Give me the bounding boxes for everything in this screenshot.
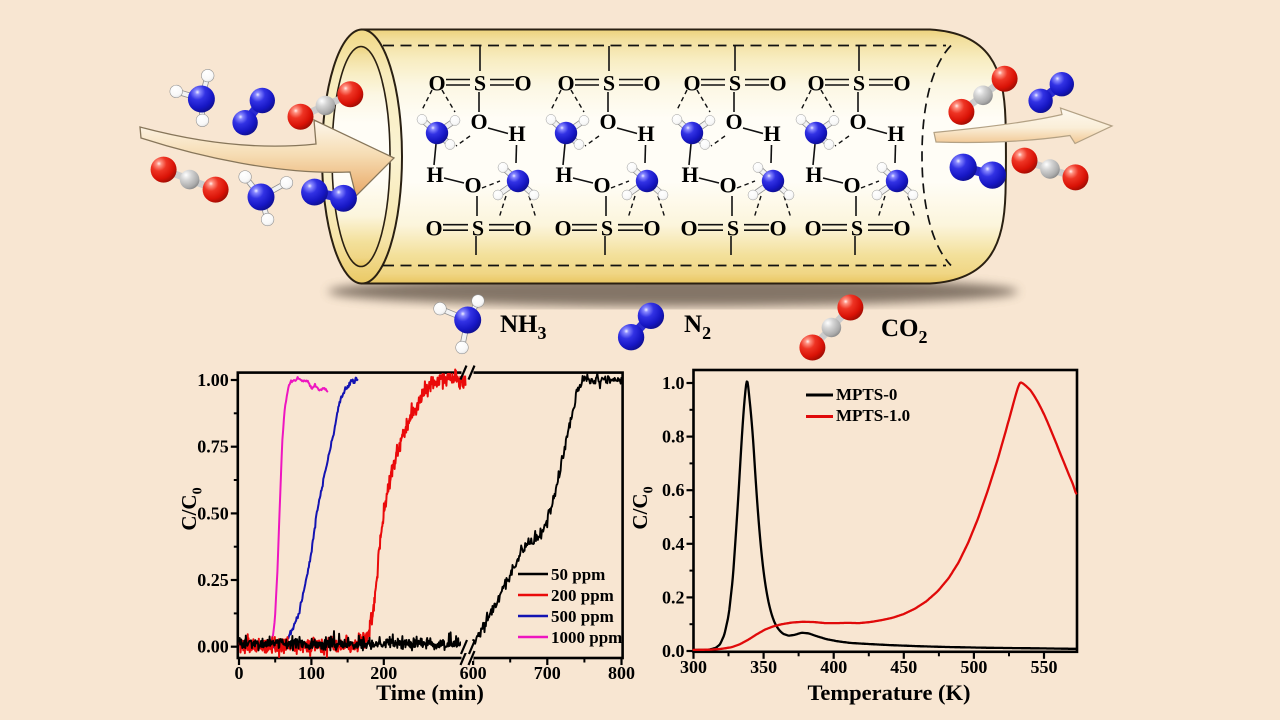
svg-text:H: H — [887, 121, 904, 146]
svg-text:O: O — [428, 71, 445, 96]
svg-text:O: O — [893, 71, 910, 96]
svg-text:O: O — [769, 216, 786, 241]
svg-text:O: O — [725, 109, 742, 134]
svg-text:O: O — [849, 109, 866, 134]
svg-text:O: O — [514, 71, 531, 96]
svg-text:C/C0: C/C0 — [628, 486, 657, 529]
svg-text:S: S — [474, 71, 486, 96]
svg-text:O: O — [807, 71, 824, 96]
svg-text:S: S — [853, 71, 865, 96]
svg-text:H: H — [637, 121, 654, 146]
svg-text:500: 500 — [960, 657, 987, 677]
svg-text:H: H — [508, 121, 525, 146]
svg-text:0.0: 0.0 — [662, 641, 685, 661]
svg-text:MPTS-0: MPTS-0 — [836, 385, 897, 404]
svg-text:200: 200 — [370, 663, 397, 683]
svg-text:O: O — [843, 173, 860, 198]
svg-text:O: O — [425, 216, 442, 241]
svg-text:0.6: 0.6 — [662, 480, 685, 500]
svg-text:Time (min): Time (min) — [376, 680, 484, 705]
svg-text:NH3: NH3 — [500, 311, 547, 343]
svg-text:400: 400 — [820, 657, 847, 677]
svg-text:H: H — [555, 162, 572, 187]
svg-text:S: S — [601, 216, 613, 241]
svg-text:O: O — [643, 216, 660, 241]
svg-text:H: H — [681, 162, 698, 187]
svg-text:O: O — [680, 216, 697, 241]
svg-text:O: O — [893, 216, 910, 241]
svg-text:0.75: 0.75 — [197, 437, 229, 457]
svg-text:O: O — [557, 71, 574, 96]
svg-text:300: 300 — [680, 657, 707, 677]
svg-text:0.50: 0.50 — [197, 503, 229, 523]
svg-text:100: 100 — [298, 663, 325, 683]
svg-text:H: H — [805, 162, 822, 187]
svg-text:O: O — [464, 173, 481, 198]
svg-text:O: O — [514, 216, 531, 241]
svg-text:800: 800 — [608, 663, 635, 683]
svg-text:0.4: 0.4 — [662, 534, 685, 554]
svg-text:O: O — [804, 216, 821, 241]
svg-text:O: O — [470, 109, 487, 134]
svg-text:1.00: 1.00 — [197, 370, 229, 390]
svg-text:50 ppm: 50 ppm — [551, 565, 605, 584]
svg-text:550: 550 — [1031, 657, 1058, 677]
svg-text:0.2: 0.2 — [662, 587, 685, 607]
svg-text:1.0: 1.0 — [662, 373, 685, 393]
svg-text:C/C0: C/C0 — [177, 487, 206, 530]
svg-text:O: O — [769, 71, 786, 96]
svg-text:350: 350 — [750, 657, 777, 677]
svg-text:O: O — [643, 71, 660, 96]
svg-text:0.25: 0.25 — [197, 570, 229, 590]
svg-text:O: O — [593, 173, 610, 198]
svg-text:S: S — [472, 216, 484, 241]
svg-text:S: S — [851, 216, 863, 241]
svg-text:O: O — [683, 71, 700, 96]
svg-text:0.00: 0.00 — [197, 637, 229, 657]
svg-text:MPTS-1.0: MPTS-1.0 — [836, 406, 910, 425]
svg-text:O: O — [719, 173, 736, 198]
svg-text:Temperature (K): Temperature (K) — [807, 680, 970, 705]
svg-text:H: H — [426, 162, 443, 187]
svg-text:0.8: 0.8 — [662, 427, 685, 447]
svg-text:H: H — [763, 121, 780, 146]
svg-text:S: S — [727, 216, 739, 241]
svg-text:450: 450 — [890, 657, 917, 677]
svg-text:O: O — [554, 216, 571, 241]
svg-text:O: O — [599, 109, 616, 134]
svg-text:200 ppm: 200 ppm — [551, 586, 614, 605]
svg-text:700: 700 — [534, 663, 561, 683]
svg-text:0: 0 — [235, 663, 244, 683]
svg-text:600: 600 — [460, 663, 487, 683]
svg-text:S: S — [603, 71, 615, 96]
svg-text:1000 ppm: 1000 ppm — [551, 628, 622, 647]
svg-text:S: S — [729, 71, 741, 96]
svg-text:500 ppm: 500 ppm — [551, 607, 614, 626]
